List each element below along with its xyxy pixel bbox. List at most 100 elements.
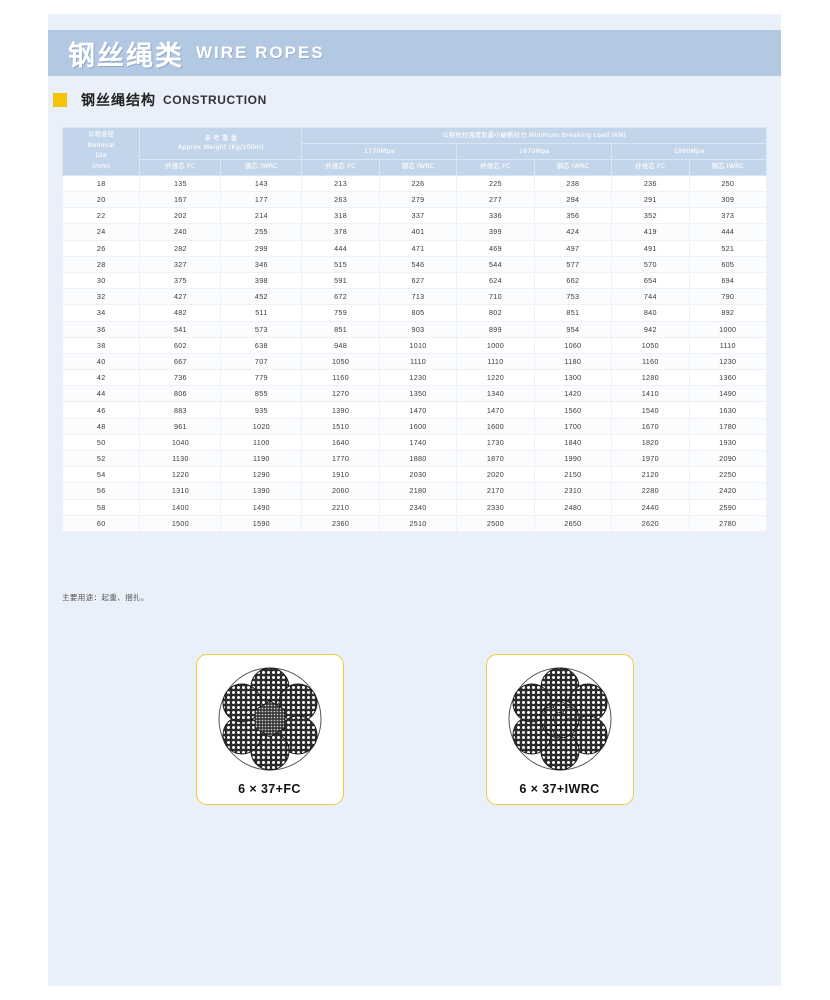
table-cell: 240 bbox=[139, 223, 222, 241]
table-cell: 1010 bbox=[378, 337, 458, 354]
table-cell: 1290 bbox=[220, 466, 303, 484]
table-cell: 672 bbox=[301, 288, 380, 306]
table-cell: 337 bbox=[378, 207, 458, 225]
th-nominal-dia-en2: Dia bbox=[95, 152, 107, 160]
table-cell: 710 bbox=[456, 288, 535, 306]
table-cell: 399 bbox=[456, 223, 535, 241]
table-cell: 1600 bbox=[378, 418, 458, 435]
table-cell: 667 bbox=[139, 353, 222, 371]
table-cell: 1590 bbox=[220, 515, 303, 532]
bullet-square-icon bbox=[53, 93, 67, 107]
catalog-page: 钢丝绳类 WIRE ROPES 钢丝绳结构 CONSTRUCTION 公称直径 … bbox=[48, 14, 781, 986]
table-row: 26 282 299 444 471 469 497 491 521 bbox=[61, 240, 768, 257]
table-row: 58 1400 1490 2210 2340 2330 2480 2440 2590 bbox=[61, 499, 768, 516]
table-cell: 226 bbox=[378, 175, 458, 193]
table-row: 50 1040 1100 1640 1740 1730 1840 1820 1930 bbox=[61, 434, 768, 452]
th-grade-1670: 1670Mpa bbox=[456, 142, 613, 160]
th-1770-iwrc: 钢芯 IWRC bbox=[378, 158, 458, 176]
cell-nominal-dia: 36 bbox=[61, 321, 141, 338]
table-cell: 744 bbox=[611, 288, 690, 306]
table-cell: 1770 bbox=[301, 450, 380, 468]
table-cell: 336 bbox=[456, 207, 535, 225]
table-cell: 1870 bbox=[456, 450, 535, 468]
table-row: 34 482 511 759 805 802 851 840 892 bbox=[61, 304, 768, 322]
table-cell: 1420 bbox=[533, 385, 613, 403]
cell-nominal-dia: 24 bbox=[61, 223, 141, 241]
table-cell: 444 bbox=[301, 240, 380, 257]
table-cell: 143 bbox=[220, 175, 303, 193]
th-1960-fc: 纤维芯 FC bbox=[611, 158, 690, 176]
table-cell: 1840 bbox=[533, 434, 613, 452]
table-cell: 2420 bbox=[688, 482, 768, 500]
table-cell: 2340 bbox=[378, 499, 458, 516]
page-title-chinese: 钢丝绳类 bbox=[68, 40, 184, 72]
table-cell: 1350 bbox=[378, 385, 458, 403]
cell-nominal-dia: 26 bbox=[61, 240, 141, 257]
table-cell: 2020 bbox=[456, 466, 535, 484]
cell-nominal-dia: 46 bbox=[61, 401, 141, 419]
table-cell: 213 bbox=[301, 175, 380, 193]
table-cell: 759 bbox=[301, 304, 380, 322]
table-cell: 1700 bbox=[533, 418, 613, 435]
table-cell: 282 bbox=[139, 240, 222, 257]
th-1770-fc: 纤维芯 FC bbox=[301, 158, 380, 176]
table-cell: 225 bbox=[456, 175, 535, 193]
table-cell: 591 bbox=[301, 272, 380, 290]
header-row-1: 公称直径 Nominal Dia (mm) 参 考 重 量 Approx Wei… bbox=[61, 127, 767, 176]
diagram-card-iwrc: 6 × 37+IWRC bbox=[485, 654, 634, 805]
table-cell: 238 bbox=[533, 175, 613, 193]
table-cell: 375 bbox=[139, 272, 222, 290]
table-cell: 935 bbox=[220, 401, 303, 419]
table-cell: 1390 bbox=[220, 482, 303, 500]
table-row: 42 736 779 1160 1230 1220 1300 1280 1360 bbox=[61, 369, 768, 387]
table-cell: 427 bbox=[139, 288, 222, 306]
table-cell: 1500 bbox=[139, 515, 222, 532]
table-cell: 1400 bbox=[139, 499, 222, 516]
th-weight-iwrc: 钢芯 IWRC bbox=[220, 158, 303, 176]
table-cell: 378 bbox=[301, 223, 380, 241]
table-cell: 2120 bbox=[611, 466, 690, 484]
cell-nominal-dia: 56 bbox=[61, 482, 141, 500]
table-cell: 2030 bbox=[378, 466, 458, 484]
table-cell: 573 bbox=[220, 321, 303, 338]
diagram-card-fc: 6 × 37+FC bbox=[195, 654, 344, 805]
rope-cross-section-iwrc-icon bbox=[508, 667, 611, 771]
table-cell: 1110 bbox=[456, 353, 535, 371]
table-cell: 318 bbox=[301, 207, 380, 225]
table-cell: 135 bbox=[139, 175, 222, 193]
table-cell: 1110 bbox=[378, 353, 458, 371]
table-cell: 1220 bbox=[456, 369, 535, 387]
section-heading: 钢丝绳结构 CONSTRUCTION bbox=[48, 86, 781, 114]
table-cell: 279 bbox=[378, 191, 458, 209]
th-nominal-dia-en: Nominal bbox=[87, 141, 115, 149]
table-row: 32 427 452 672 713 710 753 744 790 bbox=[61, 288, 768, 306]
table-cell: 2360 bbox=[301, 515, 380, 532]
table-cell: 2310 bbox=[533, 482, 613, 500]
th-breaking-load: 公称抗拉强度及最小破断拉力 Minimum Breaking Load (KN) bbox=[301, 127, 767, 144]
table-cell: 309 bbox=[688, 191, 768, 209]
cell-nominal-dia: 42 bbox=[61, 369, 141, 387]
table-row: 28 327 346 515 546 544 577 570 605 bbox=[61, 256, 768, 273]
table-cell: 544 bbox=[456, 256, 535, 273]
table-cell: 1630 bbox=[688, 401, 768, 419]
table-cell: 2170 bbox=[456, 482, 535, 500]
th-approx-weight-en: Approx Weight (Kg/100m) bbox=[177, 144, 264, 152]
table-cell: 1740 bbox=[378, 434, 458, 452]
table-cell: 779 bbox=[220, 369, 303, 387]
table-cell: 627 bbox=[378, 272, 458, 290]
table-cell: 605 bbox=[688, 256, 768, 273]
table-cell: 401 bbox=[378, 223, 458, 241]
diagram-caption-fc: 6 × 37+FC bbox=[238, 782, 301, 796]
table-cell: 2210 bbox=[301, 499, 380, 516]
table-cell: 2500 bbox=[456, 515, 535, 532]
table-cell: 1270 bbox=[301, 385, 380, 403]
table-cell: 1040 bbox=[139, 434, 222, 452]
table-cell: 1230 bbox=[378, 369, 458, 387]
table-cell: 2060 bbox=[301, 482, 380, 500]
table-cell: 491 bbox=[611, 240, 690, 257]
table-head: 公称直径 Nominal Dia (mm) 参 考 重 量 Approx Wei… bbox=[61, 127, 768, 176]
table-cell: 2440 bbox=[611, 499, 690, 516]
table-cell: 294 bbox=[533, 191, 613, 209]
table-cell: 806 bbox=[139, 385, 222, 403]
table-cell: 1230 bbox=[688, 353, 768, 371]
